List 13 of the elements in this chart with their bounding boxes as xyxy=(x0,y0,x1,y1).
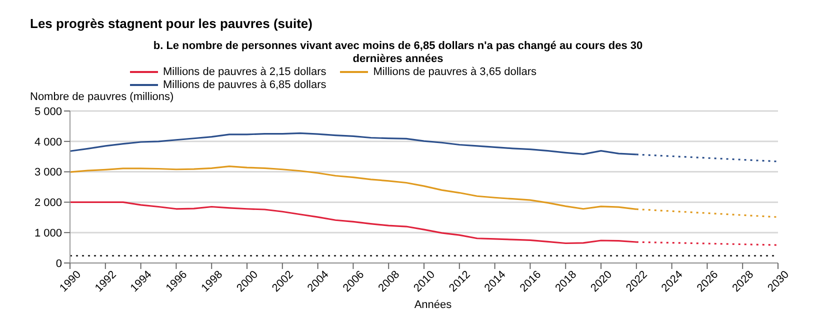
legend-label: Millions de pauvres à 6,85 dollars xyxy=(163,79,326,91)
x-axis-title: Années xyxy=(413,299,453,311)
chart-subtitle: b. Le nombre de personnes vivant avec moins de 6,85 dollars n'a pas changé au cours des 30 dernières années xyxy=(152,40,644,66)
y-tick-label: 3 000 xyxy=(34,166,62,179)
legend-label: Millions de pauvres à 3,65 dollars xyxy=(373,66,537,78)
y-tick-label: 1 000 xyxy=(34,228,62,240)
y-tick-label: 5 000 xyxy=(34,106,62,118)
legend-label: Millions de pauvres à 2,15 dollars xyxy=(163,66,326,78)
y-tick-label: 4 000 xyxy=(34,136,62,148)
chart-title: Les progrès stagnent pour les pauvres (suite) xyxy=(29,15,314,31)
y-tick-label: 2 000 xyxy=(34,197,62,210)
y-axis-title: Nombre de pauvres (millions) xyxy=(29,91,175,103)
y-tick-label: 0 xyxy=(56,258,62,270)
